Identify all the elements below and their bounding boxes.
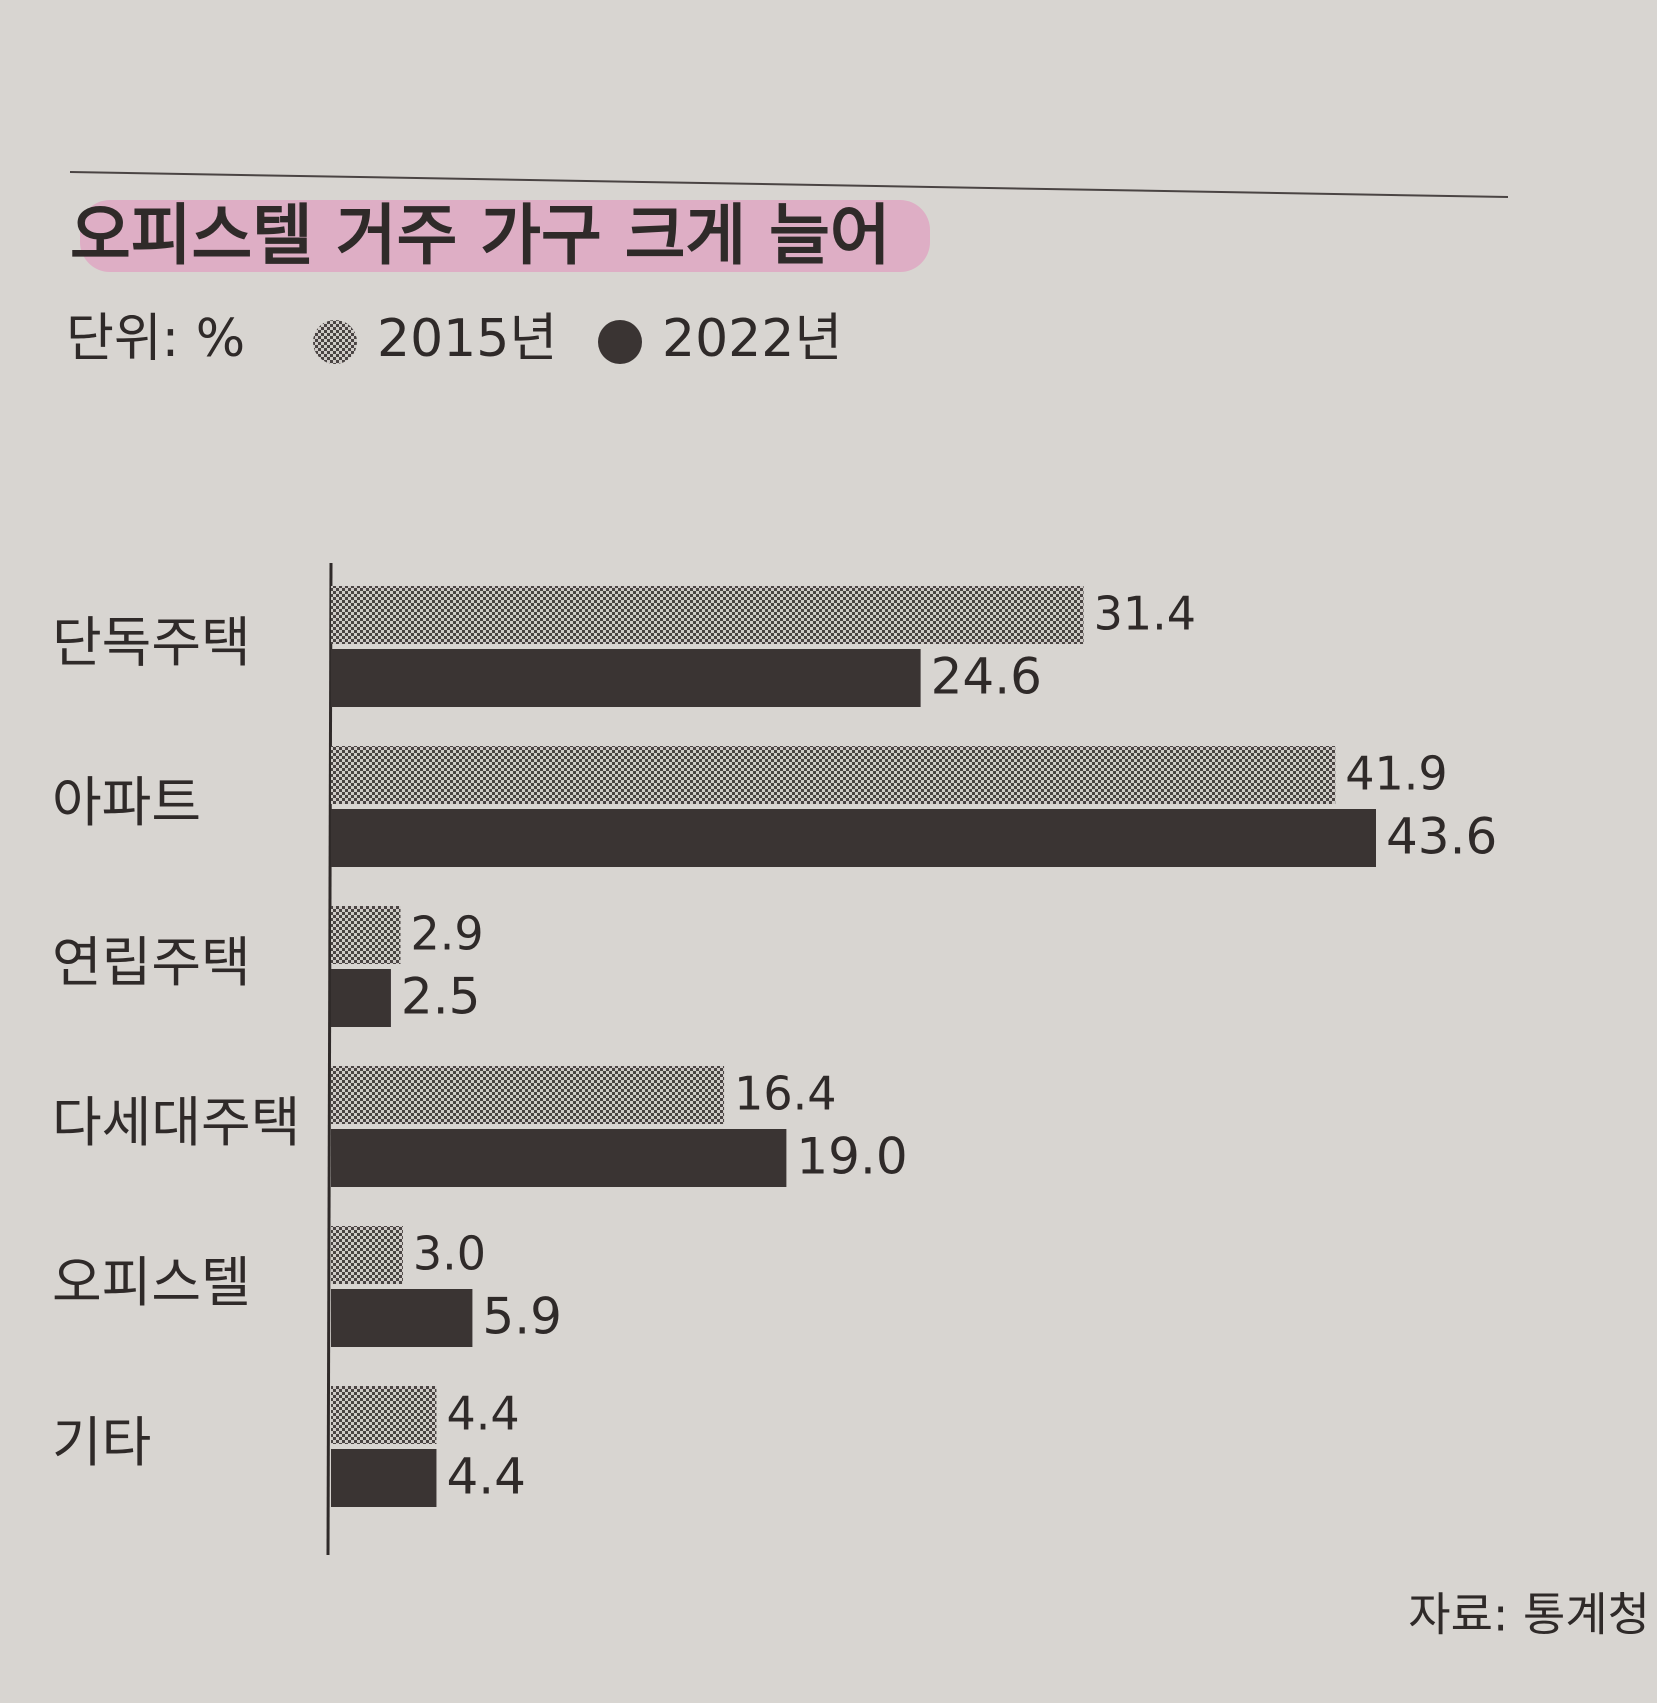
category-label: 다세대주택 (52, 1091, 300, 1154)
bar (331, 809, 1376, 867)
bar (331, 969, 391, 1027)
bar (331, 1129, 787, 1187)
chart-title: 오피스텔 거주 가구 크게 늘어 (70, 197, 891, 274)
value-label: 2.9 (411, 907, 484, 961)
legend-marker (598, 320, 642, 364)
bar (331, 1449, 437, 1507)
value-label: 24.6 (931, 648, 1042, 706)
value-label: 41.9 (1345, 747, 1447, 801)
bar (331, 746, 1336, 804)
unit-label: 단위: % (66, 309, 245, 369)
bar (331, 649, 921, 707)
value-label: 5.9 (482, 1288, 562, 1346)
value-label: 2.5 (401, 968, 481, 1026)
legend-label: 2015년 (377, 309, 557, 369)
value-label: 3.0 (413, 1227, 486, 1281)
source: 자료: 통계청 (1408, 1588, 1650, 1642)
category-label: 아파트 (52, 771, 201, 834)
bar (331, 906, 401, 964)
bar (331, 1226, 403, 1284)
category-label: 단독주택 (52, 611, 251, 674)
top-rule (69, 171, 1509, 198)
category-label: 기타 (52, 1411, 151, 1474)
value-label: 16.4 (734, 1067, 836, 1121)
value-label: 31.4 (1094, 587, 1196, 641)
legend-label: 2022년 (662, 309, 842, 369)
category-label: 연립주택 (52, 931, 251, 994)
axis-line (326, 562, 333, 1556)
value-label: 19.0 (796, 1128, 907, 1186)
bar (331, 1066, 725, 1124)
bar (331, 586, 1084, 644)
value-label: 43.6 (1386, 808, 1497, 866)
bar (331, 1386, 437, 1444)
legend-marker (313, 320, 357, 364)
value-label: 4.4 (446, 1448, 526, 1506)
category-label: 오피스텔 (52, 1251, 251, 1314)
value-label: 4.4 (446, 1387, 519, 1441)
title-highlight (80, 200, 930, 272)
bar (331, 1289, 473, 1347)
